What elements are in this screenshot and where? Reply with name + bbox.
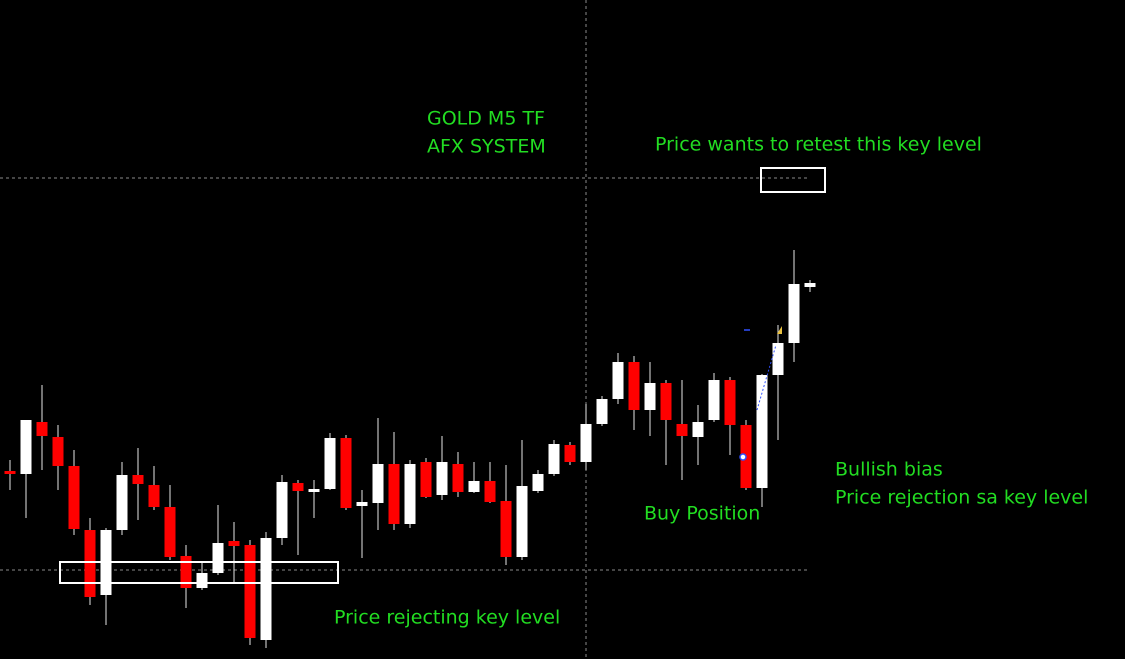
annotation: Price rejection sa key level (835, 487, 1088, 509)
candle-body (308, 489, 320, 492)
chart-subtitle: AFX SYSTEM (427, 136, 546, 158)
trade-line (756, 344, 777, 411)
chart-title: GOLD M5 TF (427, 108, 545, 130)
candle-body (244, 545, 256, 638)
candle-body (468, 481, 480, 492)
candle-body (132, 475, 144, 484)
candle-body (52, 437, 64, 466)
candle-body (644, 383, 656, 410)
candle-body (804, 283, 816, 287)
candle-body (356, 502, 368, 506)
candle-body (548, 444, 560, 474)
candle-body (724, 380, 736, 425)
support-zone-box (59, 561, 339, 584)
candle-body (500, 501, 512, 557)
candle-body (628, 362, 640, 410)
candle-body (660, 383, 672, 420)
candle-body (4, 471, 16, 474)
candle-body (292, 483, 304, 491)
candle-body (36, 422, 48, 436)
candle-body (84, 530, 96, 597)
candle-body (404, 464, 416, 524)
candle-body (196, 573, 208, 588)
candle-body (788, 284, 800, 343)
candle-body (612, 362, 624, 399)
candle-body (388, 464, 400, 524)
candle-body (708, 380, 720, 420)
candle-body (68, 466, 80, 529)
entry-marker (739, 453, 747, 461)
candle-body (420, 462, 432, 497)
arrow-icon (777, 326, 782, 334)
candle-body (372, 464, 384, 503)
candle-body (20, 420, 32, 474)
annotation: Price rejecting key level (334, 607, 560, 629)
candle-body (324, 438, 336, 489)
candle-body (756, 375, 768, 488)
candle-body (692, 422, 704, 437)
candle-body (164, 507, 176, 557)
candle-body (516, 486, 528, 557)
candle-body (452, 464, 464, 492)
candle-body (180, 556, 192, 588)
annotation: Bullish bias (835, 459, 943, 481)
candle-body (340, 438, 352, 508)
candle-body (116, 475, 128, 530)
candle-body (564, 445, 576, 462)
candle-body (532, 474, 544, 491)
candle-body (484, 481, 496, 502)
candle-body (260, 538, 272, 640)
candle-body (436, 462, 448, 495)
candle-body (676, 424, 688, 436)
candle-body (580, 424, 592, 462)
target-zone-box (760, 167, 826, 193)
annotation: Price wants to retest this key level (655, 134, 982, 156)
candle-body (596, 399, 608, 424)
candle-body (228, 541, 240, 546)
candle-body (212, 543, 224, 573)
key-levels (0, 0, 810, 659)
candle-body (276, 482, 288, 538)
annotation: Buy Position (644, 503, 760, 525)
candle-body (772, 343, 784, 375)
candle-body (148, 485, 160, 507)
